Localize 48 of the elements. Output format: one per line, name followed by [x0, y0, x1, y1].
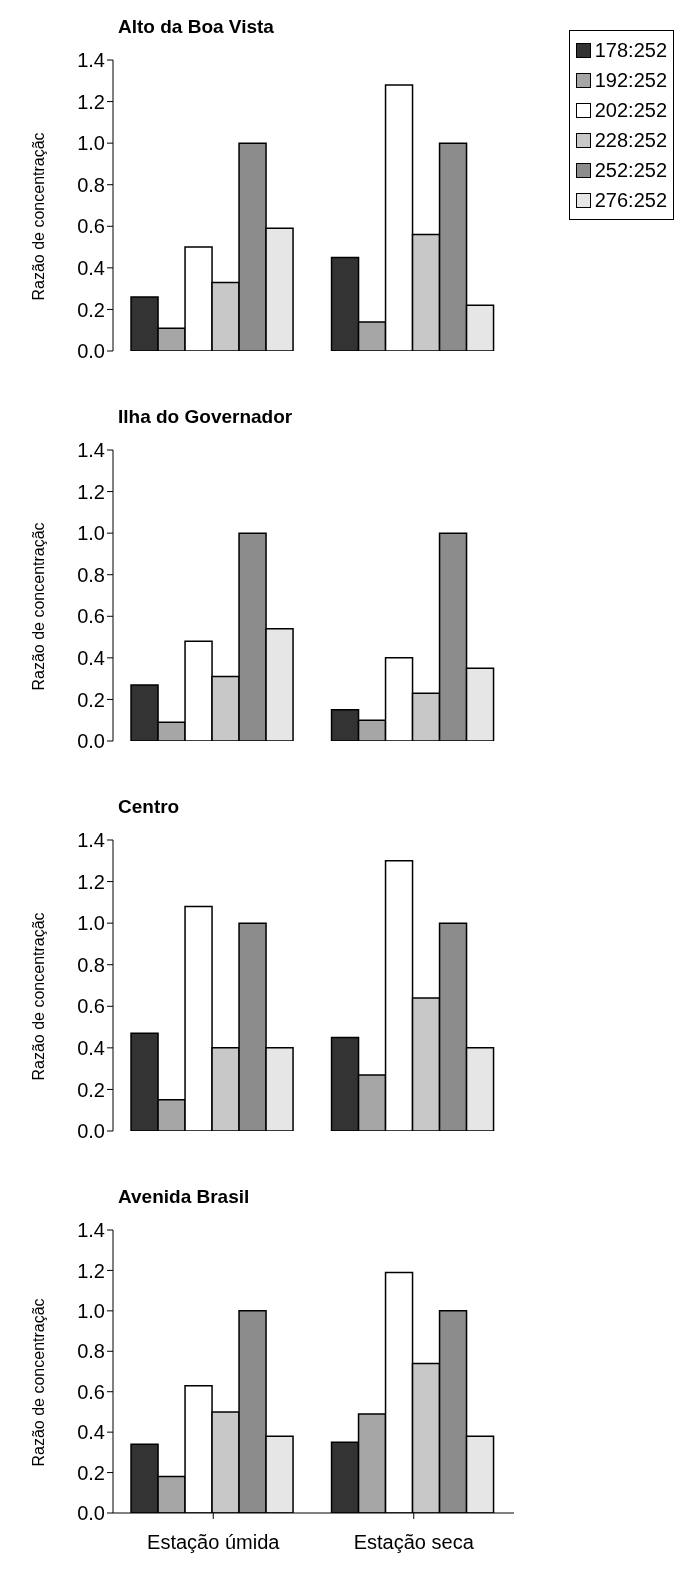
y-tick-label: 1.4 [77, 829, 105, 852]
y-tick-label: 1.2 [77, 870, 105, 893]
legend-label: 252:252 [594, 158, 667, 183]
legend-label: 276:252 [594, 188, 667, 213]
y-tick-label: 1.4 [77, 49, 105, 72]
legend-label: 192:252 [594, 68, 667, 93]
y-tick-label: 0.8 [77, 173, 105, 196]
y-tick-label: 1.0 [77, 1299, 105, 1322]
y-tick-label: 0.0 [77, 1120, 105, 1143]
y-axis-title: Razão de concentraçãc [29, 522, 47, 691]
chart-title: Alto da Boa Vista [118, 16, 274, 38]
y-tick-label: 0.8 [77, 1340, 105, 1363]
y-tick-label: 0.6 [77, 1380, 105, 1403]
y-tick-label: 0.6 [77, 995, 105, 1018]
y-tick-label: 1.4 [77, 1219, 105, 1242]
y-tick-label: 0.0 [77, 340, 105, 363]
y-tick-label: 0.6 [77, 215, 105, 238]
y-axis-title: Razão de concentraçãc [29, 912, 47, 1081]
y-tick-label: 0.6 [77, 605, 105, 628]
y-tick-label: 0.2 [77, 298, 105, 321]
y-tick-label: 1.2 [77, 1259, 105, 1282]
y-tick-label: 0.2 [77, 688, 105, 711]
y-tick-label: 1.0 [77, 132, 105, 155]
x-tick-label: Estação seca [353, 1531, 475, 1554]
y-tick-label: 0.4 [77, 1036, 105, 1059]
y-tick-label: 0.2 [77, 1078, 105, 1101]
y-tick-label: 1.2 [77, 90, 105, 113]
legend-label: 178:252 [594, 38, 667, 63]
y-tick-label: 1.0 [77, 912, 105, 935]
y-tick-label: 0.8 [77, 563, 105, 586]
y-tick-label: 0.4 [77, 646, 105, 669]
legend-label: 202:252 [594, 98, 667, 123]
y-axis-title: Razão de concentraçãc [29, 132, 47, 301]
chart-title: Avenida Brasil [118, 1186, 250, 1208]
legend-label: 228:252 [594, 128, 667, 153]
y-tick-label: 0.8 [77, 953, 105, 976]
y-tick-label: 0.0 [77, 1502, 105, 1525]
chart-title: Centro [118, 796, 180, 818]
y-tick-label: 0.0 [77, 730, 105, 753]
y-tick-label: 1.4 [77, 439, 105, 462]
y-tick-label: 0.2 [77, 1461, 105, 1484]
x-tick-label: Estação úmida [147, 1531, 281, 1554]
y-axis-title: Razão de concentraçãc [29, 1298, 47, 1467]
y-tick-label: 1.0 [77, 522, 105, 545]
y-tick-label: 0.4 [77, 1421, 105, 1444]
y-tick-label: 0.4 [77, 256, 105, 279]
chart-title: Ilha do Governador [118, 406, 293, 428]
y-tick-label: 1.2 [77, 480, 105, 503]
